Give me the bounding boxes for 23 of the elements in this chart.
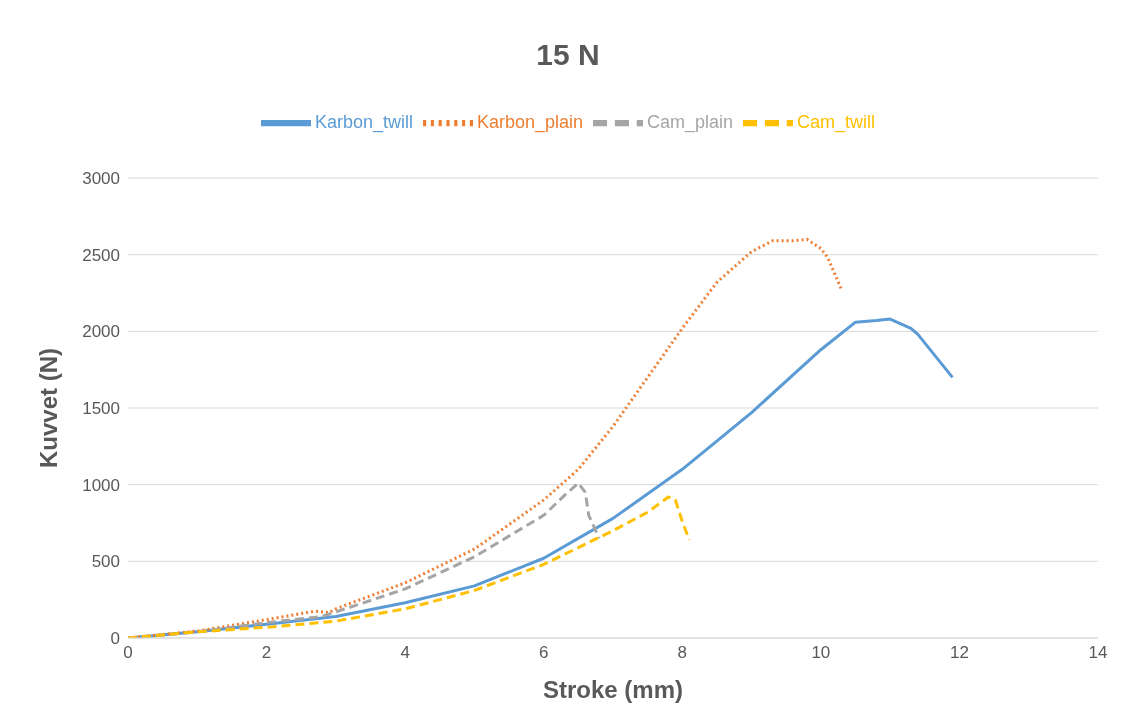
y-tick-label: 2500 [82, 245, 120, 265]
x-tick-label: 6 [538, 643, 549, 663]
x-tick-label: 10 [811, 643, 831, 663]
line-series [128, 495, 691, 638]
x-axis-title: Stroke (mm) [542, 676, 684, 703]
x-tick-label: 0 [123, 643, 133, 663]
x-tick-label: 12 [949, 643, 969, 663]
legend-label: Cam_twill [797, 111, 876, 132]
x-tick-label: 4 [400, 643, 410, 663]
y-tick-label: 500 [91, 552, 120, 572]
chart-title: 15 N [535, 37, 601, 73]
x-tick-label: 2 [261, 643, 272, 663]
y-tick-label: 3000 [82, 169, 120, 189]
legend-label: Karbon_twill [314, 111, 413, 132]
y-tick-label: 1500 [82, 399, 120, 419]
legend-label: Karbon_plain [476, 111, 584, 132]
y-tick-label: 0 [110, 629, 120, 649]
legend-label: Cam_plain [647, 111, 734, 132]
y-axis-title: Kuvvet (N) [34, 347, 62, 469]
y-tick-label: 1000 [82, 475, 120, 495]
x-tick-label: 14 [1088, 643, 1108, 663]
y-tick-label: 2000 [82, 322, 120, 342]
x-tick-label: 8 [677, 643, 688, 663]
